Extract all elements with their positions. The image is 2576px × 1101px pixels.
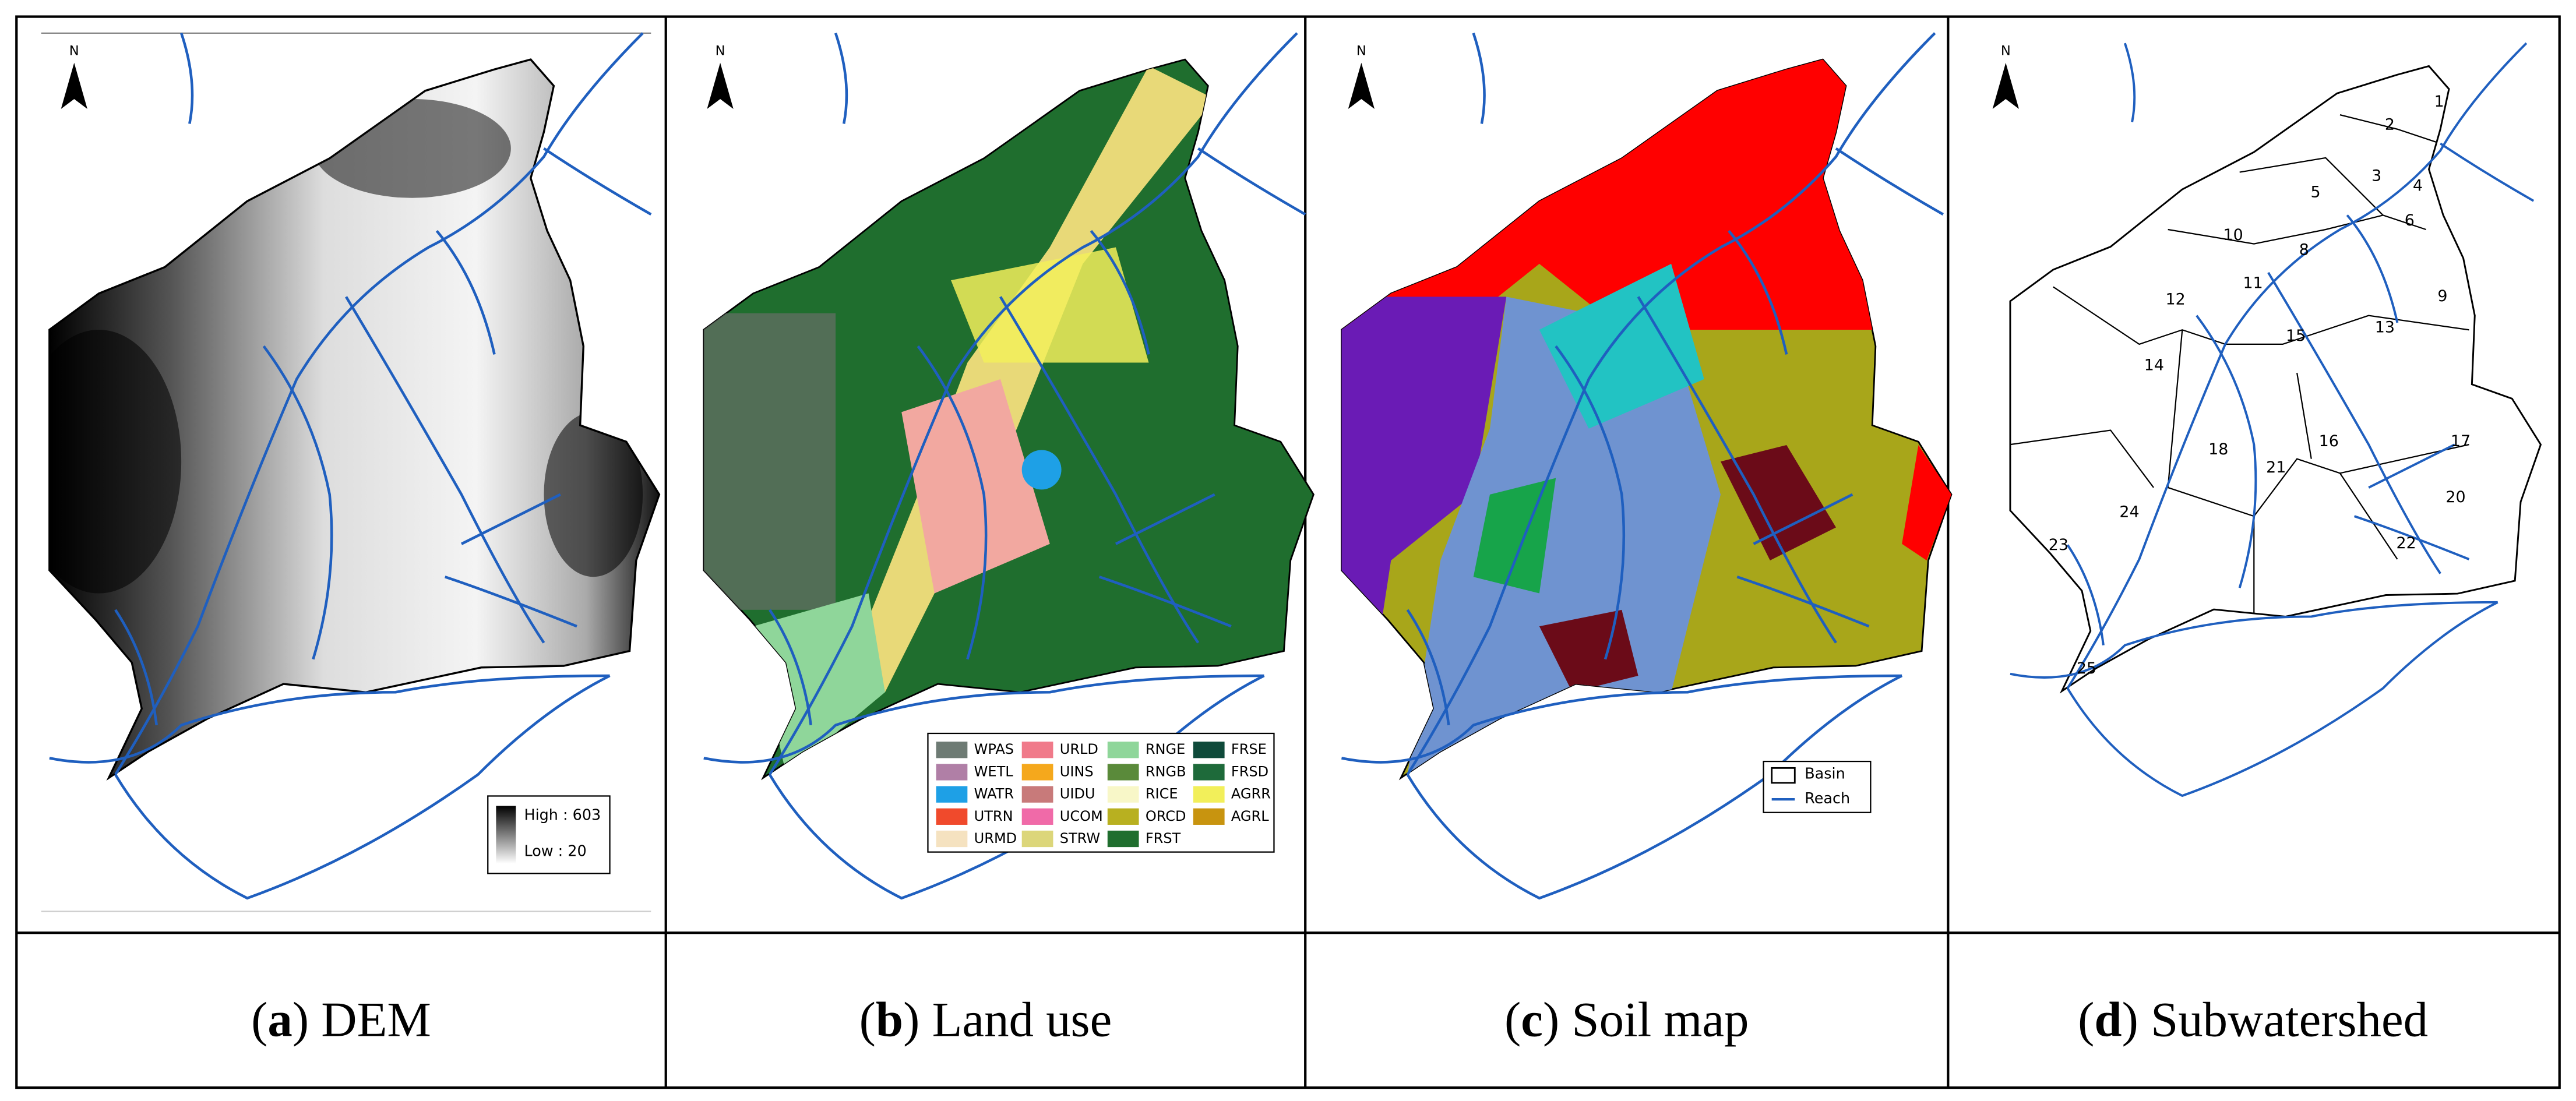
subbasin-label: 3 [2371, 167, 2381, 185]
legend-label: FRST [1146, 830, 1181, 846]
subbasin-label: 17 [2451, 432, 2471, 450]
subbasin-label: 2 [2385, 116, 2395, 134]
legend-label: UCOM [1060, 808, 1103, 824]
subbasin-label: 18 [2208, 440, 2228, 458]
legend-swatch [1107, 764, 1139, 781]
legend-label: ORCD [1146, 808, 1186, 824]
legend-low: Low : 20 [524, 843, 586, 860]
caption-part: ( [251, 993, 267, 1047]
legend-label: Basin [1805, 765, 1845, 783]
legend-label: URMD [974, 830, 1017, 846]
subbasin-label: 14 [2144, 357, 2164, 375]
legend-label: RNGE [1146, 741, 1185, 757]
caption: (c) Soil map [1504, 993, 1749, 1047]
legend-swatch [1021, 808, 1053, 825]
legend-swatch [1107, 830, 1139, 848]
legend-swatch [1193, 742, 1225, 758]
caption-part: ( [2078, 993, 2094, 1047]
legend-swatch [1021, 764, 1053, 781]
legend-swatch [1021, 830, 1053, 848]
legend-swatch [1107, 786, 1139, 803]
north-arrow [61, 62, 87, 109]
legend-label: RICE [1146, 786, 1178, 802]
subbasin-label: 5 [2311, 184, 2321, 202]
legend-swatch [936, 764, 968, 781]
caption-part: a [267, 993, 292, 1047]
legend-label: URLD [1060, 741, 1098, 757]
caption-part: d [2094, 993, 2122, 1047]
subbasin-label: 16 [2319, 432, 2339, 450]
legend-swatch [936, 786, 968, 803]
subbasin-label: 22 [2397, 534, 2416, 552]
caption-part: c [1521, 993, 1543, 1047]
subbasin-label: 24 [2119, 503, 2139, 521]
subbasin-label: 1 [2434, 93, 2444, 111]
legend-swatch [936, 742, 968, 758]
soil-map [1292, 0, 1953, 898]
caption-part: b [876, 993, 903, 1047]
subbasin-label: 15 [2286, 327, 2306, 345]
subbasin-label: 6 [2405, 211, 2415, 230]
north-label: N [716, 43, 725, 58]
north-label: N [1356, 43, 1366, 58]
legend-label: FRSD [1231, 763, 1268, 779]
legend-label: RNGB [1146, 763, 1186, 779]
caption: (b) Land use [859, 993, 1112, 1047]
north-arrow [1348, 62, 1375, 109]
legend-swatch [1193, 786, 1225, 803]
caption-part: ) Land use [903, 993, 1112, 1047]
legend-label: UTRN [974, 808, 1013, 824]
subbasin-label: 4 [2413, 177, 2423, 195]
subbasin-label: 23 [2049, 536, 2068, 554]
north-arrow [1992, 62, 2019, 109]
legend-label: UIDU [1060, 786, 1095, 802]
subbasin-label: 25 [2077, 659, 2096, 677]
subbasin-label: 9 [2437, 287, 2447, 305]
subbasin-label: 13 [2375, 319, 2395, 337]
legend-swatch [1021, 742, 1053, 758]
legend-swatch [1107, 742, 1139, 758]
legend-label: AGRR [1231, 786, 1271, 802]
legend-swatch [1193, 808, 1225, 825]
subbasin-label: 10 [2223, 226, 2243, 244]
legend-swatch [1021, 786, 1053, 803]
landuse-map [687, 33, 1315, 898]
legend-label: Reach [1805, 790, 1850, 807]
legend-label: UINS [1060, 763, 1094, 779]
caption-part: ( [1504, 993, 1521, 1047]
subwatershed-map [2008, 42, 2542, 797]
subbasin-label: 11 [2243, 274, 2263, 292]
caption: (a) DEM [251, 993, 431, 1047]
subbasin-label: 8 [2299, 241, 2309, 259]
legend-swatch [1193, 764, 1225, 781]
caption-part: ) Subwatershed [2122, 993, 2428, 1047]
legend-label: WPAS [974, 741, 1014, 757]
legend-label: WATR [974, 786, 1014, 802]
north-label: N [69, 43, 79, 58]
legend-swatch [936, 830, 968, 848]
subbasin-label: 21 [2266, 458, 2286, 477]
subbasin-label: 12 [2166, 291, 2186, 309]
legend-swatch [1107, 808, 1139, 825]
subbasin-label: 20 [2445, 488, 2465, 506]
dividers [664, 16, 1950, 1088]
legend-label: WETL [974, 763, 1014, 779]
caption: (d) Subwatershed [2078, 993, 2428, 1047]
legend-swatch [936, 808, 968, 825]
frame [15, 15, 2561, 1089]
north-arrow [707, 62, 734, 109]
north-label: N [2001, 43, 2011, 58]
legend-label: FRSE [1231, 741, 1267, 757]
dem-map [16, 33, 661, 898]
legend-label: STRW [1060, 830, 1100, 846]
caption-part: ( [859, 993, 876, 1047]
caption-part: ) Soil map [1543, 993, 1749, 1047]
caption-part: ) DEM [293, 993, 431, 1047]
legend-label: AGRL [1231, 808, 1269, 824]
legend-high: High : 603 [524, 806, 601, 824]
